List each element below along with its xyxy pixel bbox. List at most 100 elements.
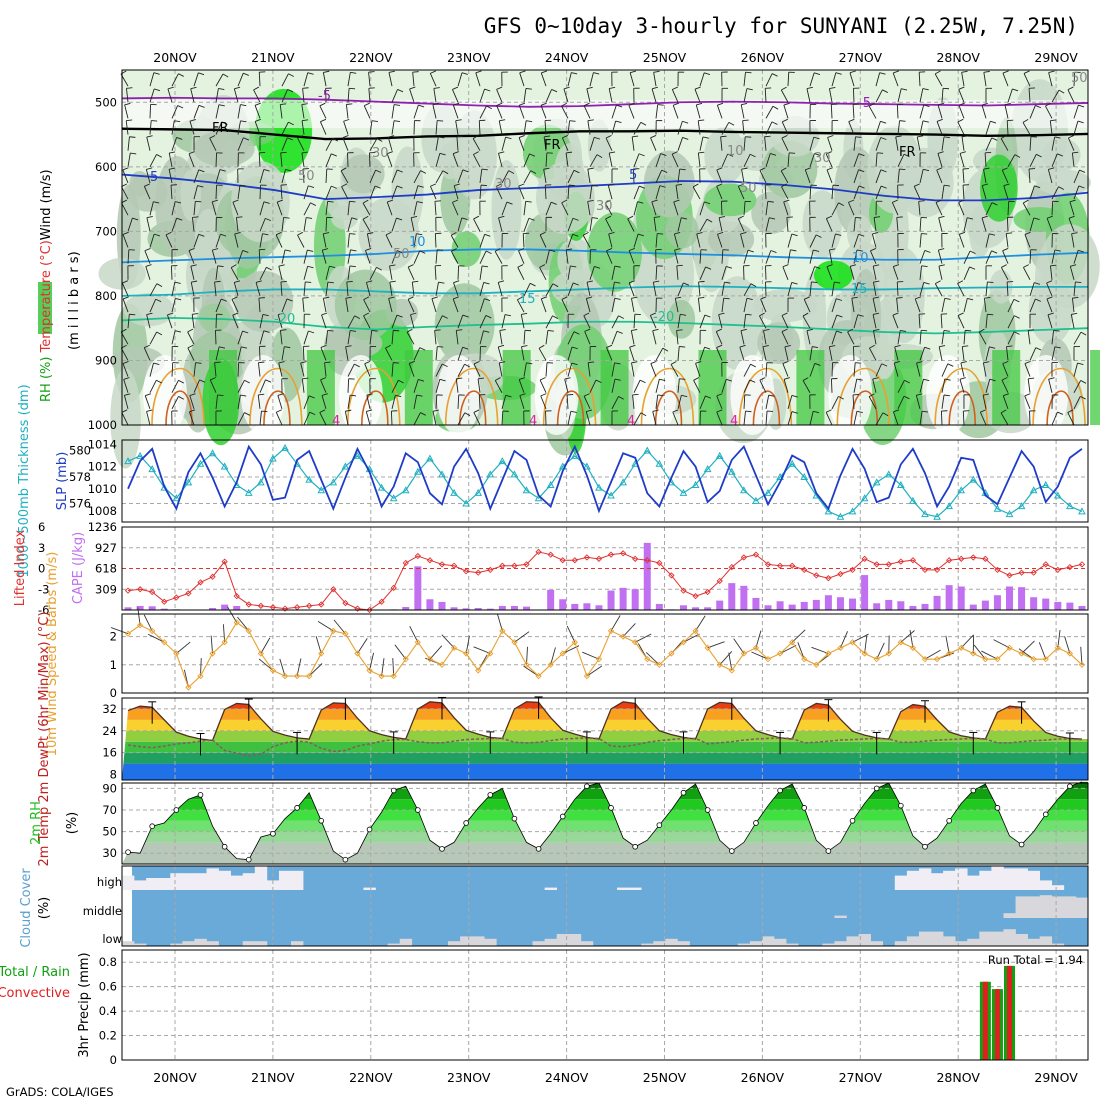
barb-shaft <box>914 298 921 313</box>
barb-shaft <box>435 346 438 361</box>
barb-flag <box>1068 135 1075 139</box>
cloud-low-bar <box>677 941 690 946</box>
li-marker <box>281 605 289 612</box>
barb-flag <box>652 328 659 332</box>
cape-bar <box>655 603 663 610</box>
barb-flag <box>814 363 821 366</box>
barb-flag <box>462 346 469 350</box>
barb-shaft <box>193 72 199 87</box>
barb-flag <box>263 169 270 172</box>
barb-shaft <box>633 379 641 393</box>
barb-shaft <box>281 121 289 135</box>
barb-shaft <box>479 185 482 200</box>
wind-barb <box>751 651 769 660</box>
barb-shaft <box>716 169 723 184</box>
barb-shaft <box>280 281 283 296</box>
barb-flag <box>420 170 427 174</box>
li-marker <box>463 568 470 575</box>
precip-tick: 0.6 <box>99 980 117 994</box>
barb-shaft <box>281 169 286 184</box>
barb-flag <box>253 86 260 91</box>
barb-flag <box>741 167 748 170</box>
barb-flag <box>900 330 907 332</box>
barb-shaft <box>453 282 459 297</box>
rh-tick: 30 <box>102 846 117 860</box>
li-marker <box>535 548 542 556</box>
barb-shaft <box>1029 154 1037 168</box>
barb-shaft <box>281 249 286 264</box>
barb-flag <box>517 264 524 268</box>
rh-marker <box>173 807 180 813</box>
cloud-low-bar <box>1051 943 1065 946</box>
barb-shaft <box>1028 88 1031 103</box>
wind-marker <box>426 656 434 663</box>
barb-flag <box>209 135 216 139</box>
li-marker <box>414 552 421 560</box>
barb-flag <box>550 201 557 205</box>
cape-bar <box>933 595 941 610</box>
barb-shaft <box>237 104 241 119</box>
barb-flag <box>195 362 202 364</box>
barb-flag <box>323 296 330 299</box>
barb-shaft <box>589 217 593 232</box>
barb-shaft <box>743 283 752 297</box>
barb-shaft <box>919 217 922 232</box>
cape-bar <box>619 587 627 610</box>
barb-flag <box>826 167 833 171</box>
barb-shaft <box>849 72 855 87</box>
wind-tick: 2 <box>110 630 117 644</box>
barb-shaft <box>1006 217 1009 232</box>
barb-flag <box>495 183 502 187</box>
barb-shaft <box>897 120 901 135</box>
thickness-marker <box>257 478 265 486</box>
barb-shaft <box>809 266 816 280</box>
barb-shaft <box>717 234 723 248</box>
thickness-marker <box>510 470 519 478</box>
barb-shaft <box>545 362 548 377</box>
barb-shaft <box>677 282 684 297</box>
li-marker <box>801 566 808 574</box>
barb-flag <box>366 393 373 396</box>
barb-shaft <box>369 169 376 184</box>
barb-shaft <box>853 169 859 184</box>
barb-shaft <box>847 331 855 345</box>
barb-shaft <box>961 346 965 361</box>
barb-shaft <box>391 330 394 345</box>
wind-barb <box>308 663 323 677</box>
barb-flag <box>230 264 237 268</box>
panel-frame <box>121 613 1089 694</box>
barb-flag <box>791 281 798 285</box>
barb-flag <box>284 346 291 349</box>
barb-flag <box>651 86 658 90</box>
barb-flag <box>190 264 197 267</box>
thickness-marker <box>426 454 434 462</box>
barb-shaft <box>561 105 569 119</box>
barb-shaft <box>763 330 767 345</box>
barb-flag <box>541 70 548 74</box>
barb-flag <box>791 394 798 398</box>
barb-shaft <box>743 250 749 264</box>
barb-flag <box>959 377 966 380</box>
rh-patch <box>391 146 424 235</box>
barb-flag <box>1072 151 1079 154</box>
barb-flag <box>342 135 349 139</box>
dry-pocket <box>926 355 971 435</box>
barb-flag <box>387 151 394 155</box>
barb-shaft <box>875 185 882 200</box>
li-marker <box>1042 561 1049 568</box>
rh-patch <box>866 125 923 214</box>
barb-shaft <box>919 233 922 248</box>
barb-flag <box>921 265 928 267</box>
barb-flag <box>363 296 370 300</box>
barb-shaft <box>743 154 751 168</box>
wind-barb <box>222 624 226 643</box>
barb-shaft <box>319 121 327 135</box>
barb-flag <box>899 168 906 171</box>
barb-shaft <box>677 217 682 232</box>
top-date-label: 21NOV <box>251 50 295 65</box>
barb-flag <box>129 313 136 316</box>
barb-shaft <box>743 363 751 377</box>
barb-flag <box>1075 281 1082 284</box>
barb-shaft <box>934 73 943 87</box>
